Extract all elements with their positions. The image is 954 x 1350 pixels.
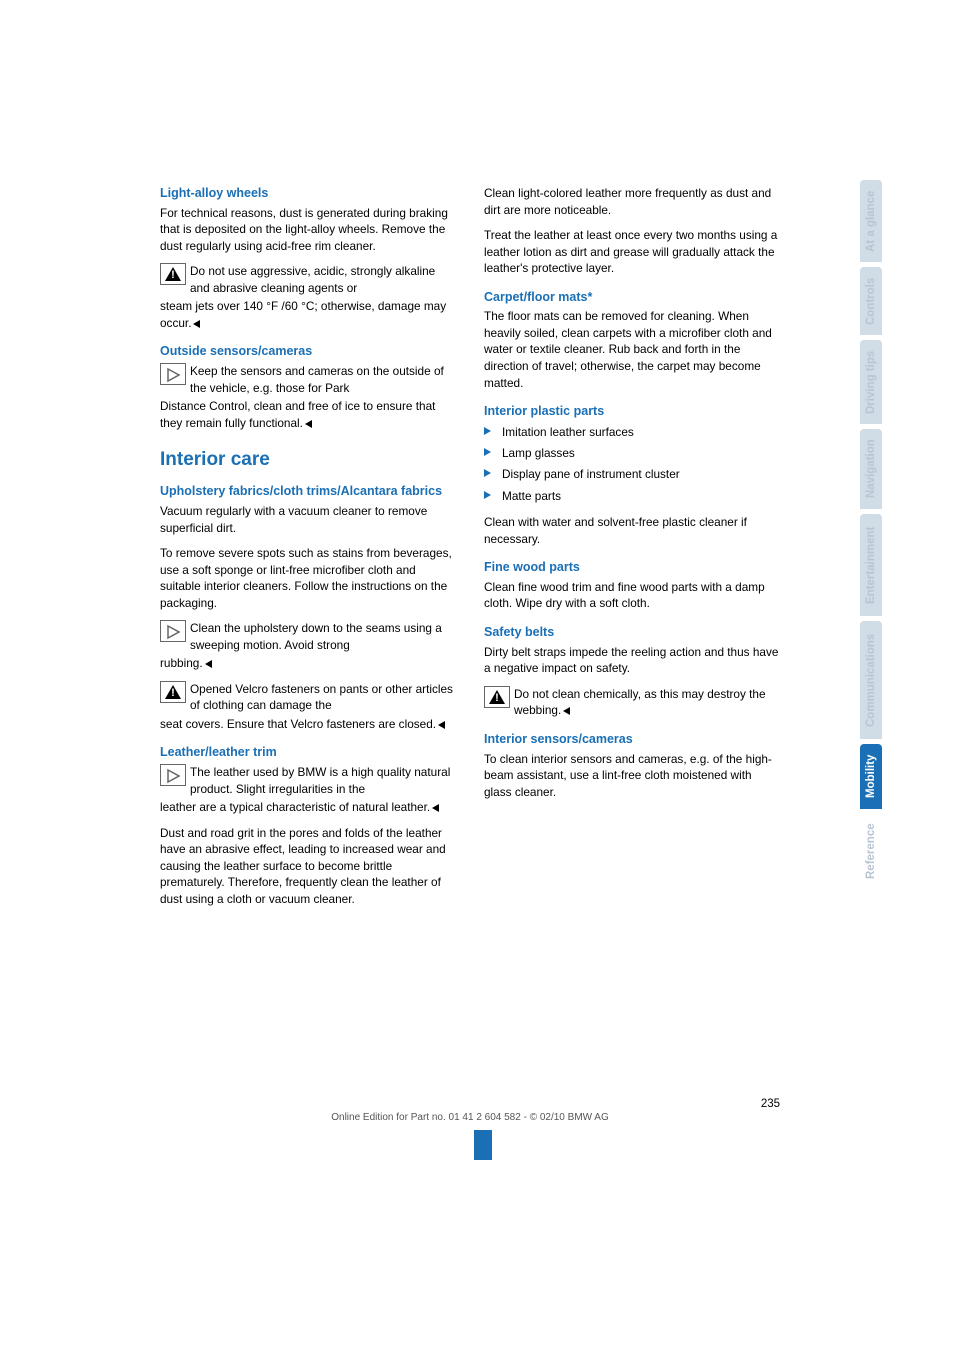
list-item: Display pane of instrument cluster	[484, 465, 780, 483]
text: steam jets over 140 °F /60 °C; otherwise…	[160, 299, 446, 330]
heading-leather: Leather/leather trim	[160, 744, 456, 761]
para: seat covers. Ensure that Velcro fastener…	[160, 716, 456, 733]
heading-outside-sensors: Outside sensors/cameras	[160, 343, 456, 360]
end-triangle-icon	[305, 420, 312, 428]
para: Dust and road grit in the pores and fold…	[160, 825, 456, 908]
heading-carpet: Carpet/floor mats*	[484, 289, 780, 306]
end-triangle-icon	[193, 320, 200, 328]
text: rubbing.	[160, 656, 203, 670]
tab-mobility[interactable]: Mobility	[860, 744, 882, 809]
list-item: Lamp glasses	[484, 444, 780, 462]
text: seat covers. Ensure that Velcro fastener…	[160, 717, 436, 731]
warning-block: Do not use aggressive, acidic, strongly …	[160, 263, 456, 296]
para: To clean interior sensors and cameras, e…	[484, 751, 780, 801]
list-item: Imitation leather surfaces	[484, 423, 780, 441]
warning-text: Do not clean chemically, as this may des…	[514, 686, 780, 719]
para: Clean fine wood trim and fine wood parts…	[484, 579, 780, 612]
heading-upholstery: Upholstery fabrics/cloth trims/Alcantara…	[160, 483, 456, 500]
para: Clean light-colored leather more frequen…	[484, 185, 780, 218]
tab-entertainment[interactable]: Entertainment	[860, 514, 882, 616]
note-block: Clean the upholstery down to the seams u…	[160, 620, 456, 653]
right-column: Clean light-colored leather more frequen…	[484, 185, 780, 916]
bullet-list: Imitation leather surfaces Lamp glasses …	[484, 423, 780, 505]
end-triangle-icon	[432, 804, 439, 812]
footer-edition: Online Edition for Part no. 01 41 2 604 …	[160, 1112, 780, 1123]
warning-block: Do not clean chemically, as this may des…	[484, 686, 780, 719]
note-text: Clean the upholstery down to the seams u…	[190, 620, 456, 653]
para: To remove severe spots such as stains fr…	[160, 545, 456, 611]
tab-driving-tips[interactable]: Driving tips	[860, 340, 882, 424]
note-icon	[160, 764, 186, 786]
warning-text: Opened Velcro fasteners on pants or othe…	[190, 681, 456, 714]
para: Treat the leather at least once every tw…	[484, 227, 780, 277]
note-icon	[160, 363, 186, 385]
note-text: The leather used by BMW is a high qualit…	[190, 764, 456, 797]
page-content: Light-alloy wheels For technical reasons…	[160, 185, 780, 916]
warning-icon	[160, 263, 186, 285]
tab-controls[interactable]: Controls	[860, 267, 882, 335]
end-triangle-icon	[563, 707, 570, 715]
para: For technical reasons, dust is generated…	[160, 205, 456, 255]
text: leather are a typical characteristic of …	[160, 800, 430, 814]
end-triangle-icon	[205, 660, 212, 668]
heading-light-alloy: Light-alloy wheels	[160, 185, 456, 202]
para: leather are a typical characteristic of …	[160, 799, 456, 816]
heading-safety-belts: Safety belts	[484, 624, 780, 641]
left-column: Light-alloy wheels For technical reasons…	[160, 185, 456, 916]
text: Distance Control, clean and free of ice …	[160, 399, 435, 430]
side-tabs: At a glance Controls Driving tips Naviga…	[860, 180, 882, 893]
para: Distance Control, clean and free of ice …	[160, 398, 456, 431]
text: Do not clean chemically, as this may des…	[514, 687, 766, 718]
heading-interior-sensors: Interior sensors/cameras	[484, 731, 780, 748]
page-marker	[474, 1130, 492, 1160]
note-icon	[160, 620, 186, 642]
para: Vacuum regularly with a vacuum cleaner t…	[160, 503, 456, 536]
heading-fine-wood: Fine wood parts	[484, 559, 780, 576]
end-triangle-icon	[438, 721, 445, 729]
tab-communications[interactable]: Communications	[860, 621, 882, 739]
tab-at-a-glance[interactable]: At a glance	[860, 180, 882, 262]
heading-interior-care: Interior care	[160, 449, 456, 471]
tab-reference[interactable]: Reference	[860, 814, 882, 888]
warning-icon	[484, 686, 510, 708]
warning-icon	[160, 681, 186, 703]
note-text: Keep the sensors and cameras on the outs…	[190, 363, 456, 396]
note-block: The leather used by BMW is a high qualit…	[160, 764, 456, 797]
para: Dirty belt straps impede the reeling act…	[484, 644, 780, 677]
heading-interior-plastic: Interior plastic parts	[484, 403, 780, 420]
para: Clean with water and solvent-free plasti…	[484, 514, 780, 547]
note-block: Keep the sensors and cameras on the outs…	[160, 363, 456, 396]
para: The floor mats can be removed for cleani…	[484, 308, 780, 391]
page-number: 235	[160, 1098, 780, 1110]
para: rubbing.	[160, 655, 456, 672]
para: steam jets over 140 °F /60 °C; otherwise…	[160, 298, 456, 331]
tab-navigation[interactable]: Navigation	[860, 429, 882, 509]
warning-text: Do not use aggressive, acidic, strongly …	[190, 263, 456, 296]
warning-block: Opened Velcro fasteners on pants or othe…	[160, 681, 456, 714]
list-item: Matte parts	[484, 487, 780, 505]
page-footer: 235 Online Edition for Part no. 01 41 2 …	[160, 1098, 780, 1123]
